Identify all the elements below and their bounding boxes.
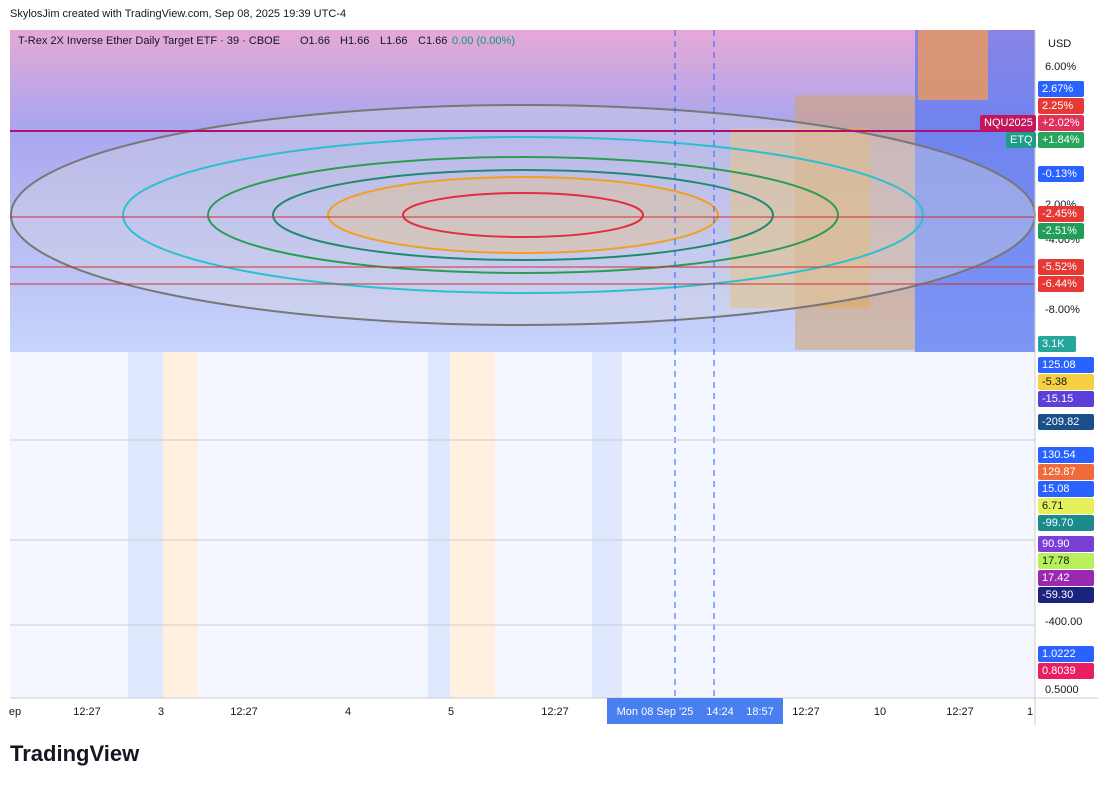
badge-label: 3.1K <box>1042 338 1065 350</box>
time-label: 12:27 <box>946 706 974 718</box>
time-label: 4 <box>345 706 351 718</box>
cursor-mark: 14:24 <box>706 706 734 718</box>
badge <box>1038 81 1084 97</box>
badge <box>1038 115 1084 131</box>
badge-label: -5.52% <box>1042 261 1077 273</box>
badge <box>1038 357 1094 373</box>
badge-label: NQU2025 <box>984 117 1033 129</box>
time-label: 3 <box>158 706 164 718</box>
badge <box>1038 536 1094 552</box>
time-label: 12:27 <box>73 706 101 718</box>
badge <box>1038 166 1084 182</box>
badge-label: +2.02% <box>1042 117 1080 129</box>
badge <box>1038 206 1084 222</box>
low: L1.66 <box>380 35 408 47</box>
pane-tick: 0.5000 <box>1045 684 1079 696</box>
badge-label: 0.8039 <box>1042 665 1076 677</box>
badge <box>1038 223 1084 239</box>
time-label: 12:27 <box>792 706 820 718</box>
badge <box>1038 663 1094 679</box>
badge-label: -209.82 <box>1042 416 1079 428</box>
badge <box>1038 447 1094 463</box>
open: O1.66 <box>300 35 330 47</box>
price-axis: 6.00%2.00%-4.00%-8.00%2.67%2.25%+2.02%+1… <box>980 61 1094 696</box>
zone <box>795 95 915 350</box>
badge-label: -6.44% <box>1042 278 1077 290</box>
badge-label: -5.38 <box>1042 376 1067 388</box>
session <box>592 352 622 698</box>
session <box>450 352 495 698</box>
badge <box>1038 587 1094 603</box>
cursor-mark: 18:57 <box>746 706 774 718</box>
attribution: SkylosJim created with TradingView.com, … <box>10 8 346 20</box>
badge-label: 90.90 <box>1042 538 1070 550</box>
session <box>428 352 450 698</box>
badge <box>1038 570 1094 586</box>
badge-label: 2.67% <box>1042 83 1073 95</box>
badge-label: -0.13% <box>1042 168 1077 180</box>
badge <box>1038 391 1094 407</box>
cursor-box <box>607 698 783 724</box>
badge-label: ETQ <box>1010 134 1033 146</box>
close: C1.66 <box>418 35 447 47</box>
logo: TradingView <box>10 741 140 766</box>
badge <box>980 115 1036 131</box>
badge-label: 17.78 <box>1042 555 1070 567</box>
badge <box>1038 553 1094 569</box>
time-label: ep <box>9 706 21 718</box>
badge-label: 2.25% <box>1042 100 1073 112</box>
badge <box>1038 646 1094 662</box>
time-label: 12:27 <box>230 706 258 718</box>
badge-label: 125.08 <box>1042 359 1076 371</box>
badge-label: 129.87 <box>1042 466 1076 478</box>
badge-label: 15.08 <box>1042 483 1070 495</box>
badge <box>1038 276 1084 292</box>
price-tick: 6.00% <box>1045 61 1076 73</box>
cursor-label: Mon 08 Sep '25 <box>617 706 694 718</box>
badge <box>1038 98 1084 114</box>
badge <box>1038 259 1084 275</box>
badge-label: +1.84% <box>1042 134 1080 146</box>
zone <box>918 30 988 100</box>
session <box>163 352 198 698</box>
badge-label: -59.30 <box>1042 589 1073 601</box>
badge-label: -99.70 <box>1042 517 1073 529</box>
badge-label: 6.71 <box>1042 500 1063 512</box>
badge <box>1038 464 1094 480</box>
badge-label: -2.51% <box>1042 225 1077 237</box>
badge-label: 130.54 <box>1042 449 1076 461</box>
change: 0.00 (0.00%) <box>452 35 515 47</box>
badge <box>1038 132 1084 148</box>
badge <box>1038 515 1094 531</box>
pane-tick: -400.00 <box>1045 616 1082 628</box>
badge-label: -15.15 <box>1042 393 1073 405</box>
time-label: 1 <box>1027 706 1033 718</box>
time-label: 12:27 <box>541 706 569 718</box>
session <box>128 352 163 698</box>
badge <box>1038 498 1094 514</box>
time-label: 5 <box>448 706 454 718</box>
levels <box>10 30 1098 725</box>
badge <box>1038 336 1076 352</box>
badge-label: -2.45% <box>1042 208 1077 220</box>
time-label: 10 <box>874 706 886 718</box>
badge-label: 17.42 <box>1042 572 1070 584</box>
ellipses <box>10 104 1036 326</box>
currency: USD <box>1048 38 1071 50</box>
badge <box>1006 132 1036 148</box>
symbol-name: T-Rex 2X Inverse Ether Daily Target ETF … <box>18 35 280 47</box>
high: H1.66 <box>340 35 369 47</box>
badge <box>1038 414 1094 430</box>
badge-label: 1.0222 <box>1042 648 1076 660</box>
time-axis: ep 12:27 3 12:27 4 5 12:27 12:27 10 12:27 1 Mon 08 … <box>9 706 1033 718</box>
badge <box>1038 481 1094 497</box>
badge <box>1038 374 1094 390</box>
price-tick: -8.00% <box>1045 304 1080 316</box>
